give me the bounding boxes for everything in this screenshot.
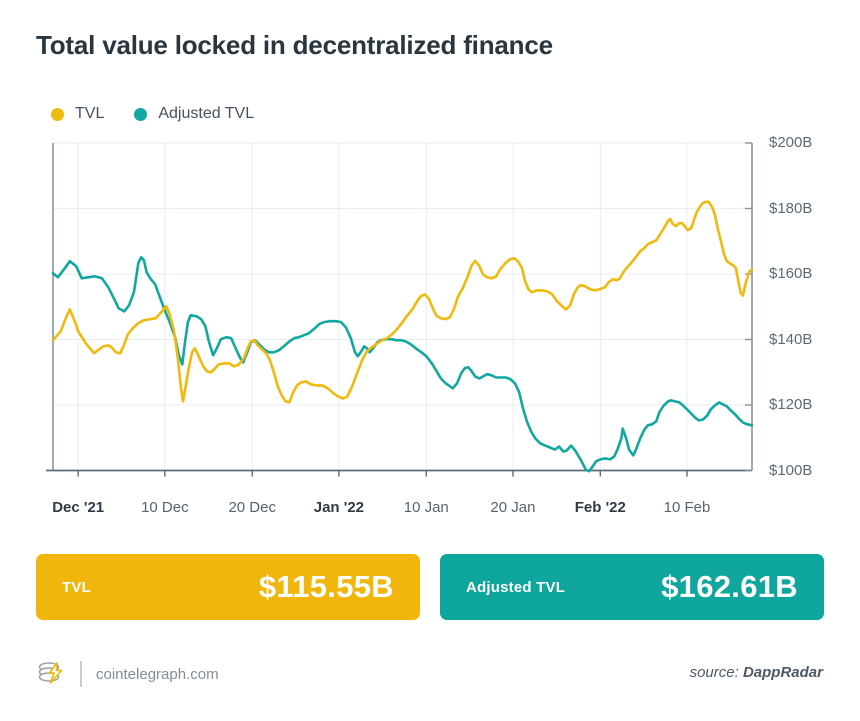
y-axis-label: $180B xyxy=(769,199,813,217)
adjusted-tvl-summary-box: Adjusted TVL $162.61B xyxy=(440,554,824,620)
source-label: source: xyxy=(689,664,739,681)
legend-item-adjusted-tvl: Adjusted TVL xyxy=(134,105,254,123)
x-axis-label: Jan '22 xyxy=(313,499,365,516)
page-title: Total value locked in decentralized fina… xyxy=(36,30,553,60)
x-axis-label: 20 Dec xyxy=(228,499,276,516)
tvl-box-label: TVL xyxy=(62,578,91,596)
y-axis-label: $120B xyxy=(769,396,813,413)
legend-item-tvl: TVL xyxy=(51,105,104,123)
legend-label-adjusted-tvl: Adjusted TVL xyxy=(158,105,255,122)
chart-legend: TVL Adjusted TVL xyxy=(51,105,254,123)
cointelegraph-logo-icon xyxy=(38,662,63,684)
tvl-dot-icon xyxy=(51,107,64,121)
source-credit: source: DappRadar xyxy=(690,664,823,681)
adjusted-tvl-dot-icon xyxy=(134,107,148,121)
tvl-line-chart xyxy=(46,142,754,477)
x-axis-label: 10 Jan xyxy=(403,499,449,516)
adjusted-tvl-line xyxy=(51,255,754,473)
y-axis-label: $100B xyxy=(769,461,813,479)
brand-url: cointelegraph.com xyxy=(96,665,219,683)
tvl-summary-box: TVL $115.55B xyxy=(36,554,420,620)
tvl-line xyxy=(51,200,754,404)
legend-label-tvl: TVL xyxy=(75,105,105,122)
x-axis-label: Dec '21 xyxy=(52,499,105,516)
x-axis-label: 20 Jan xyxy=(490,499,536,516)
x-axis-label: Feb '22 xyxy=(574,499,626,516)
adjusted-tvl-box-value: $162.61B xyxy=(661,569,798,604)
tvl-box-value: $115.55B xyxy=(258,569,394,604)
source-value: DappRadar xyxy=(742,664,823,681)
brand-divider xyxy=(80,661,82,687)
footer: cointelegraph.com source: DappRadar xyxy=(0,652,860,696)
x-axis-label: 10 Dec xyxy=(141,499,189,516)
y-axis-label: $140B xyxy=(769,330,813,348)
y-axis-label: $200B xyxy=(769,134,813,151)
adjusted-tvl-box-label: Adjusted TVL xyxy=(466,578,566,596)
y-axis-label: $160B xyxy=(769,265,813,282)
brand-group: cointelegraph.com xyxy=(36,658,219,690)
x-axis-label: 10 Feb xyxy=(663,499,711,516)
